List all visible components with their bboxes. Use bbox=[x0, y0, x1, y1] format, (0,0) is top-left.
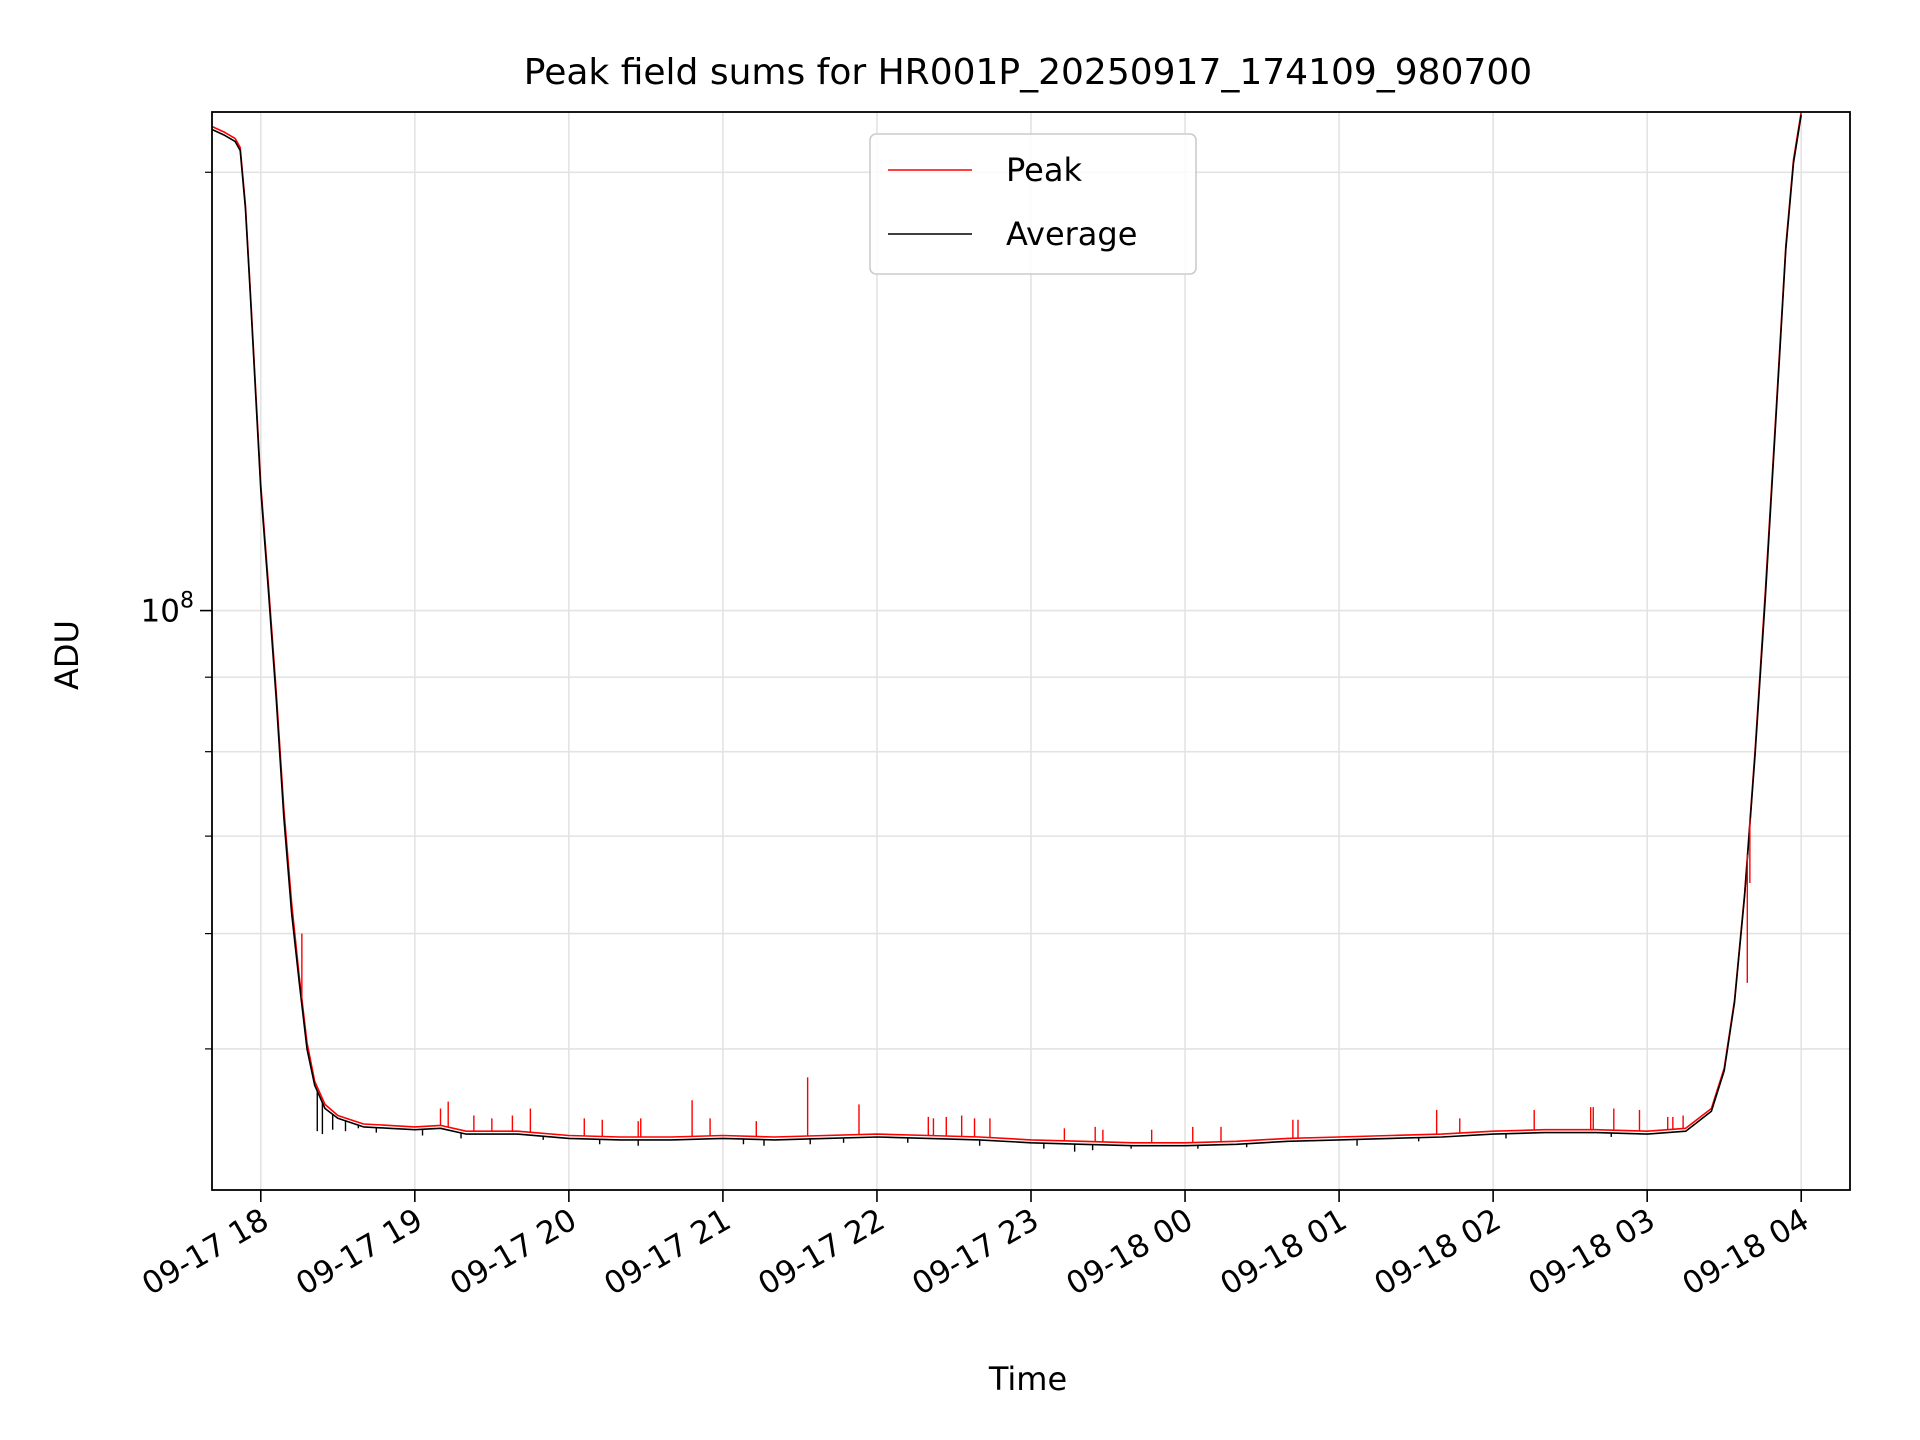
legend: Peak Average bbox=[869, 133, 1197, 275]
legend-label: Average bbox=[1006, 215, 1137, 253]
series-layer bbox=[212, 112, 1802, 1152]
chart-title: Peak field sums for HR001P_20250917_1741… bbox=[524, 52, 1532, 93]
plot-area bbox=[212, 112, 1802, 1152]
average-line bbox=[212, 114, 1802, 1147]
y-axis-label: ADU bbox=[48, 620, 86, 690]
x-axis-label: Time bbox=[988, 1360, 1067, 1398]
legend-box bbox=[869, 133, 1197, 275]
gridlines bbox=[212, 112, 1850, 1190]
legend-label: Peak bbox=[1006, 151, 1082, 189]
